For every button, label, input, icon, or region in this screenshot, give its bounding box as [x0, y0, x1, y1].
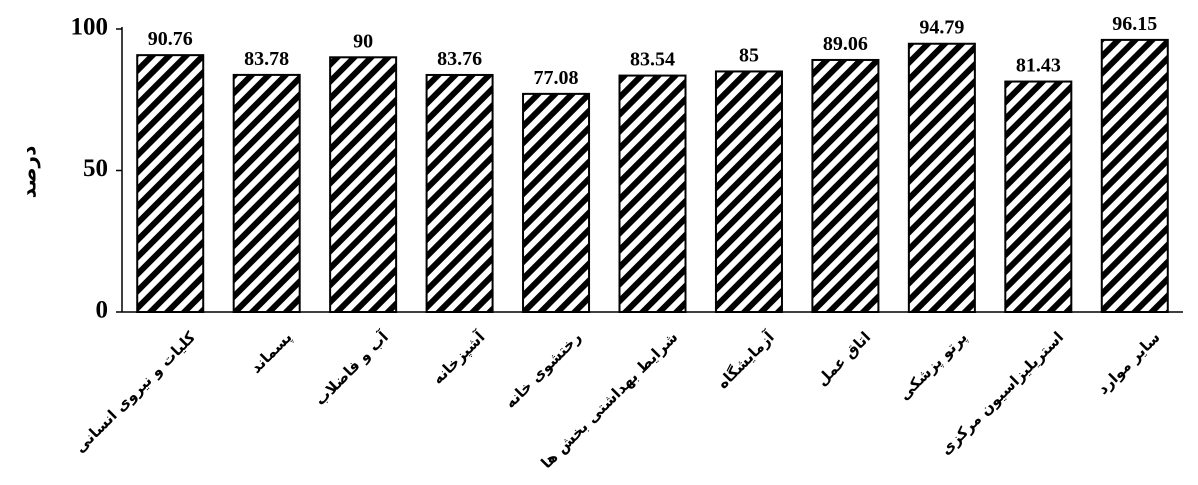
bar — [811, 58, 880, 313]
data-label: 96.15 — [1112, 13, 1157, 35]
bar — [618, 74, 687, 313]
bar — [136, 54, 205, 313]
bar — [522, 92, 591, 313]
category-labels-group: کلیات و نیروی انسانی پسماند آب و فاضلاب آشپ… — [71, 328, 1164, 473]
data-label: 81.43 — [1016, 55, 1061, 77]
category-label: پرتو پزشکی — [895, 328, 971, 404]
bar — [907, 42, 976, 314]
y-tick-label: 50 — [83, 155, 108, 182]
data-label: 77.08 — [534, 67, 579, 89]
bar — [329, 56, 398, 313]
data-label: 90 — [353, 30, 373, 52]
y-axis-label: درصد — [17, 146, 41, 199]
category-label: پسماند — [247, 328, 296, 377]
data-label: 85 — [739, 44, 759, 66]
data-label: 83.78 — [244, 48, 289, 70]
data-label: 83.54 — [630, 49, 675, 71]
value-labels-group: 90.76 83.78 90 83.76 77.08 83.54 85 89.06 94.79 8… — [148, 13, 1158, 89]
bar — [425, 73, 494, 313]
category-label: آزمایشگاه — [714, 328, 779, 393]
bar — [1100, 38, 1169, 313]
bar — [714, 70, 783, 313]
bar — [1004, 80, 1073, 313]
data-label: 94.79 — [919, 17, 964, 39]
bar — [232, 73, 301, 313]
bars-group — [136, 38, 1169, 314]
category-label: آب و فاضلاب — [311, 328, 392, 409]
y-tick-label: 0 — [96, 297, 109, 324]
data-label: 90.76 — [148, 28, 193, 50]
category-label: رختشوی خانه — [501, 328, 585, 412]
data-label: 83.76 — [437, 48, 482, 70]
category-label: اتاق عمل — [813, 328, 874, 389]
category-label: کلیات و نیروی انسانی — [71, 328, 199, 456]
category-label: آشپزخانه — [429, 328, 490, 389]
y-tick-label: 100 — [71, 14, 109, 41]
category-label: سایر موارد — [1094, 328, 1164, 398]
data-label: 89.06 — [823, 33, 868, 55]
